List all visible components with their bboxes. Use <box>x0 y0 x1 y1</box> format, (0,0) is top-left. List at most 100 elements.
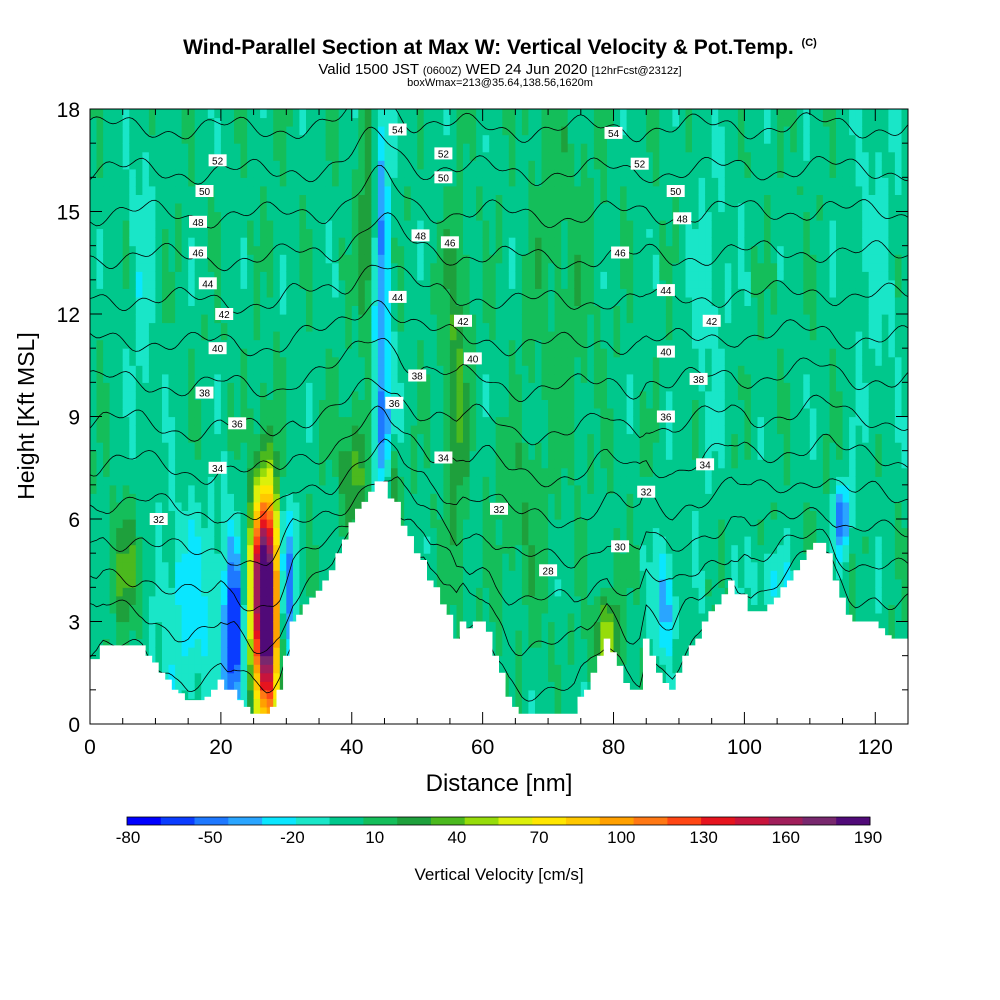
w-cell <box>240 220 248 230</box>
w-cell <box>515 237 523 247</box>
w-cell <box>410 220 418 230</box>
w-cell <box>240 621 248 631</box>
w-cell <box>227 126 235 136</box>
w-cell <box>371 194 379 204</box>
w-cell <box>286 331 294 341</box>
w-cell <box>292 220 300 230</box>
w-cell <box>201 365 209 375</box>
w-cell <box>306 185 314 195</box>
w-cell <box>299 185 307 195</box>
w-cell <box>129 501 137 511</box>
w-cell <box>508 356 516 366</box>
w-cell <box>279 356 287 366</box>
w-cell <box>351 151 359 161</box>
w-cell <box>364 177 372 187</box>
w-cell <box>456 493 464 503</box>
w-cell <box>234 194 242 204</box>
w-cell <box>410 390 418 400</box>
w-cell <box>103 442 111 452</box>
w-cell <box>410 442 418 452</box>
w-cell <box>417 390 425 400</box>
w-cell <box>482 245 490 255</box>
w-cell <box>397 245 405 255</box>
w-cell <box>391 382 399 392</box>
w-cell <box>404 365 412 375</box>
w-cell <box>247 348 255 358</box>
w-cell <box>345 279 353 289</box>
w-cell <box>495 220 503 230</box>
w-cell <box>338 160 346 170</box>
w-cell <box>351 467 359 477</box>
w-cell <box>214 288 222 298</box>
w-cell <box>181 279 189 289</box>
w-cell <box>508 314 516 324</box>
w-cell <box>489 211 497 221</box>
w-cell <box>142 476 150 486</box>
w-cell <box>345 271 353 281</box>
w-cell <box>148 382 156 392</box>
w-cell <box>449 433 457 443</box>
w-cell <box>417 117 425 127</box>
w-cell <box>181 553 189 563</box>
w-cell <box>358 416 366 426</box>
w-cell <box>541 501 549 511</box>
w-cell <box>299 416 307 426</box>
w-cell <box>109 527 117 537</box>
w-cell <box>417 168 425 178</box>
w-cell <box>489 467 497 477</box>
w-cell <box>155 262 163 272</box>
w-cell <box>417 160 425 170</box>
w-cell <box>502 322 510 332</box>
w-cell <box>292 331 300 341</box>
w-cell <box>443 279 451 289</box>
w-cell <box>456 613 464 623</box>
w-cell <box>410 203 418 213</box>
w-cell <box>345 408 353 418</box>
w-cell <box>273 262 281 272</box>
w-cell <box>482 151 490 161</box>
w-cell <box>371 433 379 443</box>
w-cell <box>410 117 418 127</box>
w-cell <box>528 356 536 366</box>
w-cell <box>220 237 228 247</box>
w-cell <box>109 279 117 289</box>
w-cell <box>430 570 438 580</box>
w-cell <box>207 510 215 520</box>
w-cell <box>181 365 189 375</box>
w-cell <box>306 339 314 349</box>
w-cell <box>181 655 189 665</box>
w-cell <box>155 151 163 161</box>
w-cell <box>240 630 248 640</box>
w-cell <box>345 322 353 332</box>
w-cell <box>299 228 307 238</box>
w-cell <box>345 501 353 511</box>
w-cell <box>332 416 340 426</box>
w-cell <box>325 408 333 418</box>
w-cell <box>148 604 156 614</box>
w-cell <box>234 510 242 520</box>
w-cell <box>148 117 156 127</box>
w-cell <box>266 220 274 230</box>
w-cell <box>299 151 307 161</box>
w-cell <box>96 168 104 178</box>
w-cell <box>273 339 281 349</box>
w-cell <box>148 442 156 452</box>
w-cell <box>175 322 183 332</box>
w-cell <box>116 493 124 503</box>
w-cell <box>364 288 372 298</box>
w-cell <box>273 484 281 494</box>
w-cell <box>148 237 156 247</box>
w-cell <box>162 484 170 494</box>
w-cell <box>332 314 340 324</box>
w-cell <box>351 365 359 375</box>
w-cell <box>214 143 222 153</box>
w-cell <box>253 681 261 691</box>
w-cell <box>175 416 183 426</box>
w-cell <box>227 245 235 255</box>
w-cell <box>482 314 490 324</box>
w-cell <box>299 433 307 443</box>
w-cell <box>122 143 130 153</box>
w-cell <box>247 450 255 460</box>
w-cell <box>109 467 117 477</box>
w-cell <box>377 279 385 289</box>
